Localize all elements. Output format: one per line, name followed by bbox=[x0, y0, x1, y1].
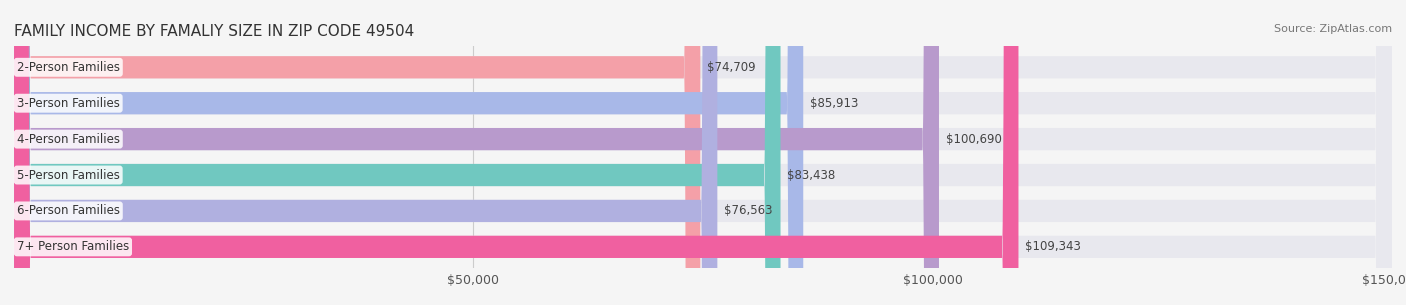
FancyBboxPatch shape bbox=[14, 0, 1392, 305]
Text: $83,438: $83,438 bbox=[787, 169, 835, 181]
FancyBboxPatch shape bbox=[14, 0, 780, 305]
FancyBboxPatch shape bbox=[14, 0, 803, 305]
FancyBboxPatch shape bbox=[14, 0, 1392, 305]
FancyBboxPatch shape bbox=[14, 0, 1018, 305]
Text: Source: ZipAtlas.com: Source: ZipAtlas.com bbox=[1274, 24, 1392, 34]
Text: $76,563: $76,563 bbox=[724, 204, 773, 217]
Text: $85,913: $85,913 bbox=[810, 97, 859, 110]
FancyBboxPatch shape bbox=[14, 0, 1392, 305]
FancyBboxPatch shape bbox=[14, 0, 1392, 305]
Text: 5-Person Families: 5-Person Families bbox=[17, 169, 120, 181]
Text: FAMILY INCOME BY FAMALIY SIZE IN ZIP CODE 49504: FAMILY INCOME BY FAMALIY SIZE IN ZIP COD… bbox=[14, 24, 415, 39]
FancyBboxPatch shape bbox=[14, 0, 1392, 305]
FancyBboxPatch shape bbox=[14, 0, 1392, 305]
FancyBboxPatch shape bbox=[14, 0, 700, 305]
FancyBboxPatch shape bbox=[14, 0, 717, 305]
FancyBboxPatch shape bbox=[14, 0, 939, 305]
Text: $74,709: $74,709 bbox=[707, 61, 756, 74]
Text: 7+ Person Families: 7+ Person Families bbox=[17, 240, 129, 253]
Text: $100,690: $100,690 bbox=[946, 133, 1001, 145]
Text: 3-Person Families: 3-Person Families bbox=[17, 97, 120, 110]
Text: $109,343: $109,343 bbox=[1025, 240, 1081, 253]
Text: 2-Person Families: 2-Person Families bbox=[17, 61, 120, 74]
Text: 6-Person Families: 6-Person Families bbox=[17, 204, 120, 217]
Text: 4-Person Families: 4-Person Families bbox=[17, 133, 120, 145]
